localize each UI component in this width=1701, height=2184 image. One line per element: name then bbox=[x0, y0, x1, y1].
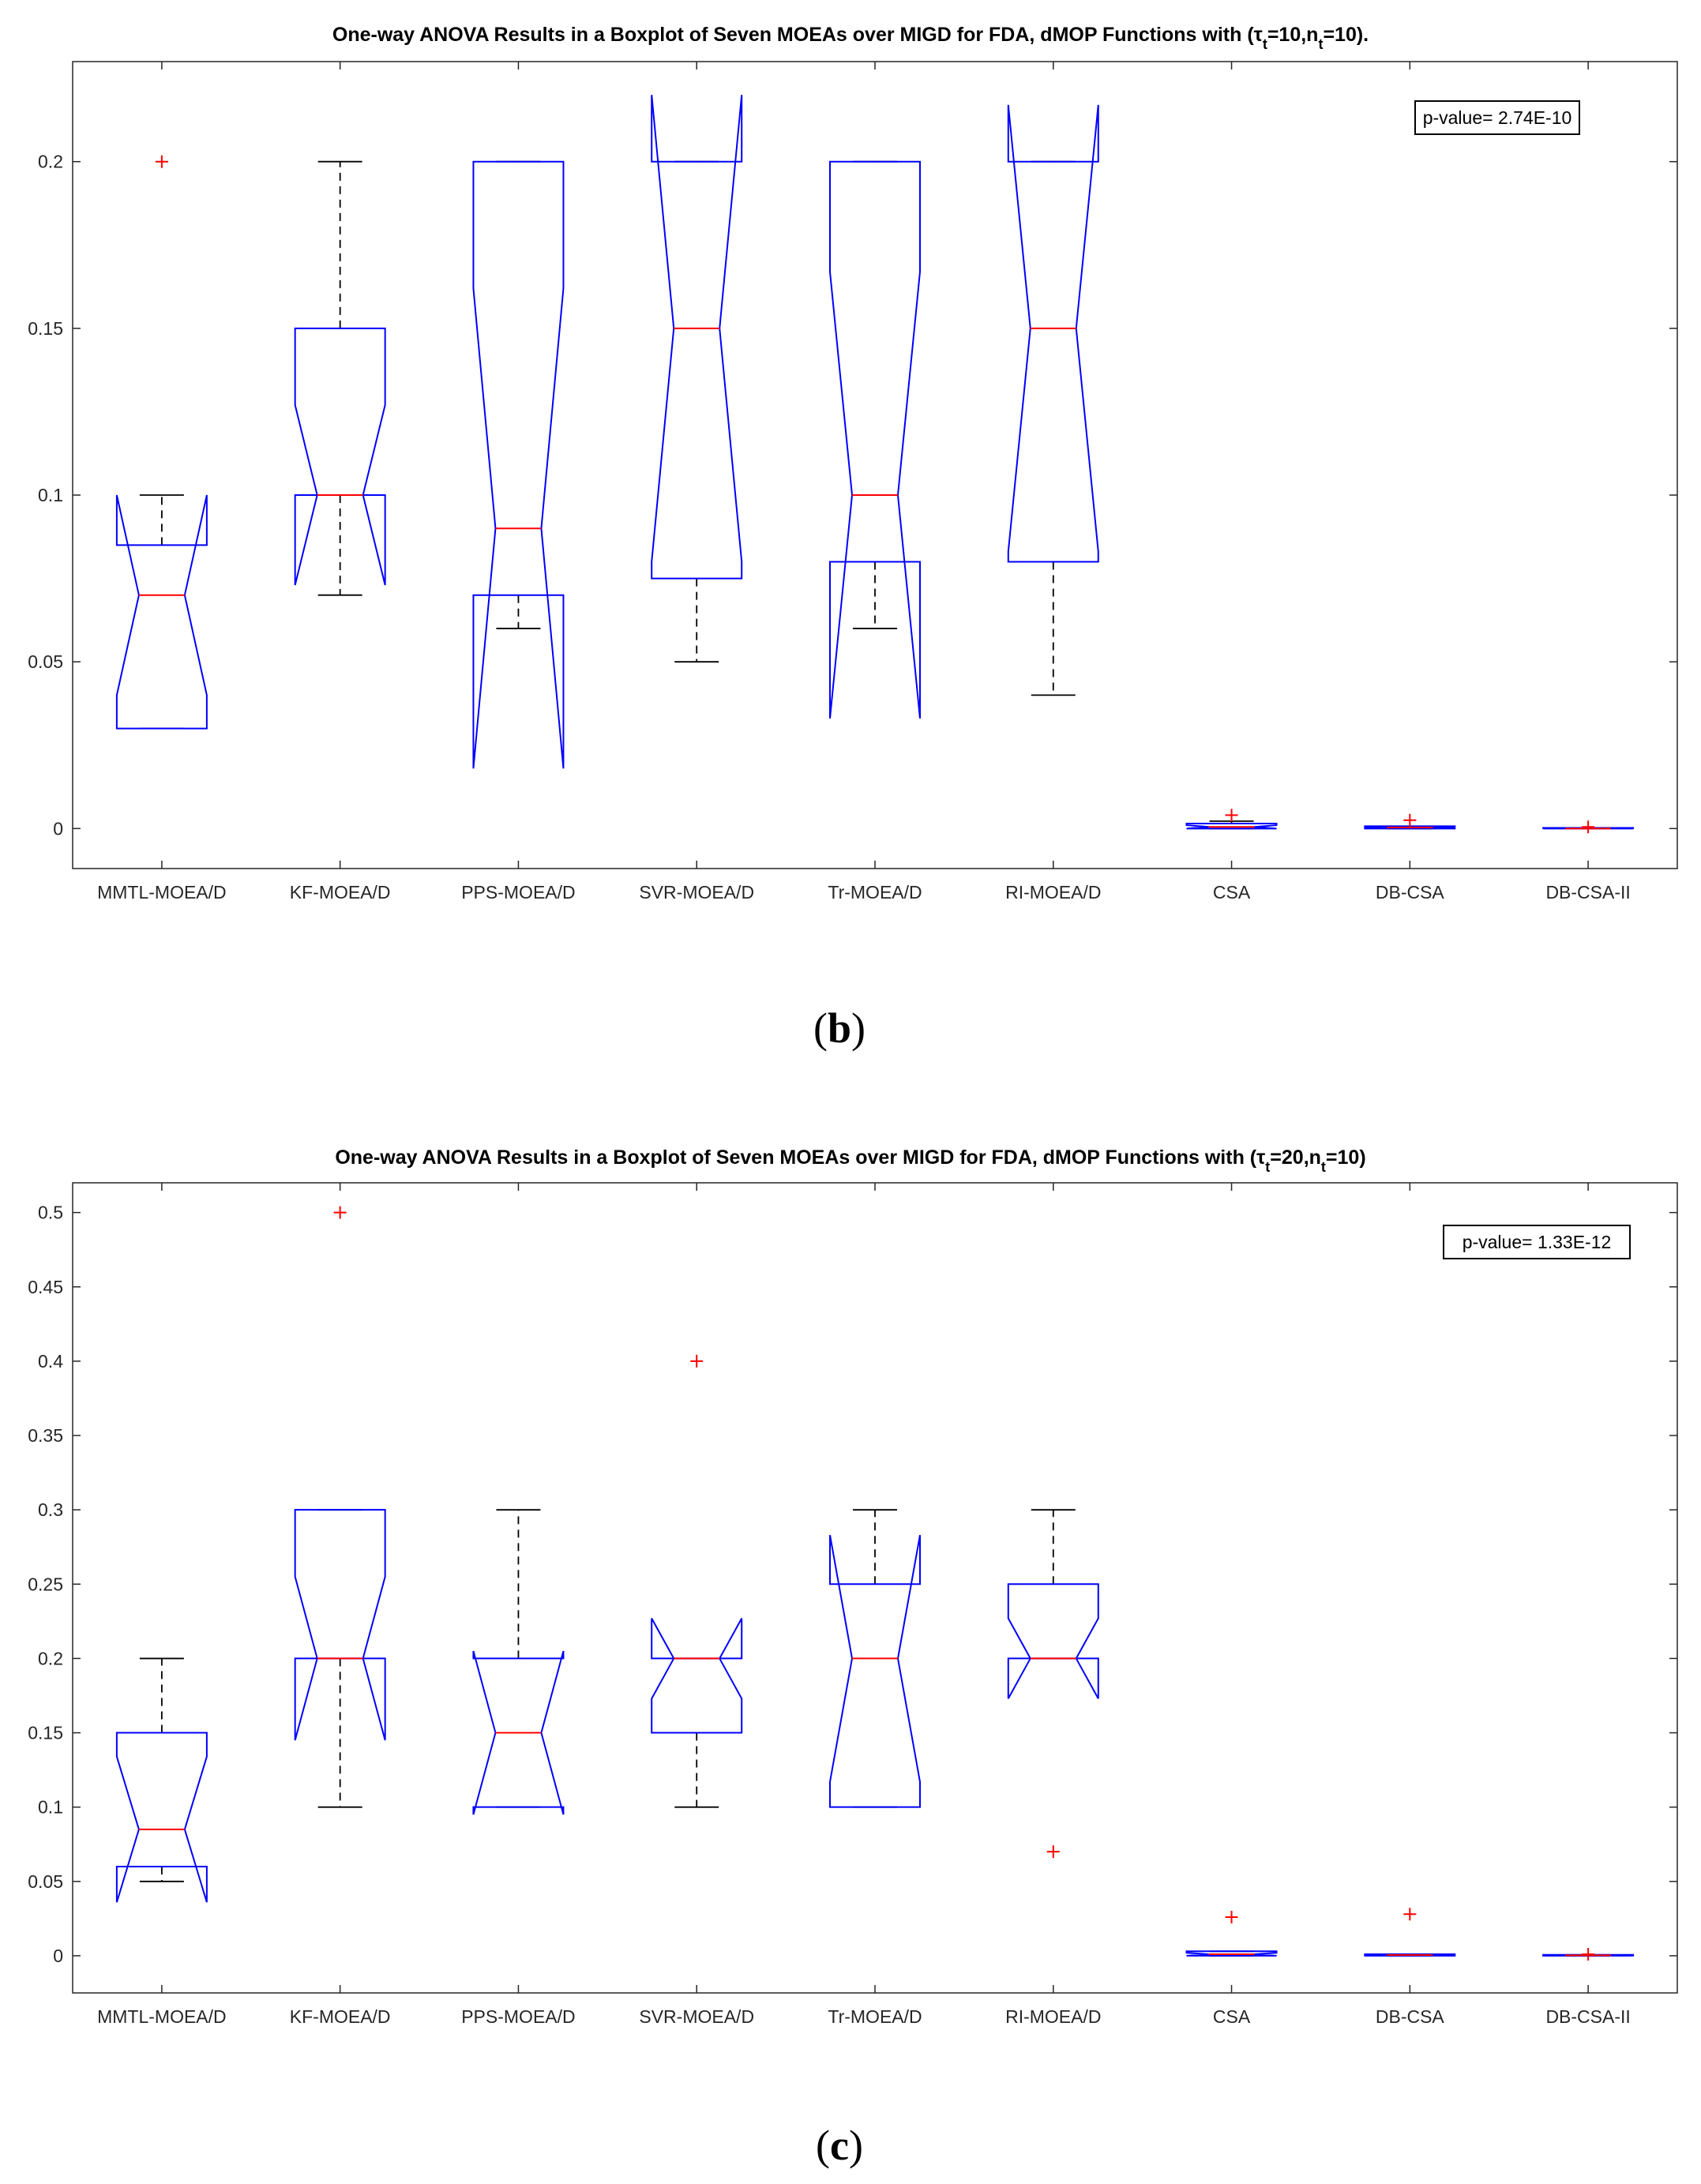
y-tick-label: 0.2 bbox=[38, 152, 63, 172]
y-tick-label: 0 bbox=[53, 1946, 63, 1966]
x-tick-label: KF-MOEA/D bbox=[290, 2006, 391, 2027]
x-tick-label: PPS-MOEA/D bbox=[461, 882, 575, 902]
outlier-marker bbox=[1046, 1845, 1060, 1859]
box bbox=[1364, 1953, 1456, 1957]
chart-title: One-way ANOVA Results in a Boxplot of Se… bbox=[332, 24, 1369, 52]
p-value-label: p-value= 1.33E-12 bbox=[1463, 1232, 1612, 1252]
x-tick-label: Tr-MOEA/D bbox=[828, 2006, 922, 2027]
p-value-label: p-value= 2.74E-10 bbox=[1423, 107, 1572, 128]
box bbox=[294, 1509, 386, 1741]
caption-c: (c) bbox=[816, 2122, 863, 2169]
outlier-marker bbox=[690, 1354, 704, 1368]
y-tick-label: 0.4 bbox=[38, 1351, 63, 1372]
x-tick-label: DB-CSA bbox=[1376, 882, 1445, 902]
outlier-marker bbox=[1403, 1908, 1417, 1921]
x-tick-label: MMTL-MOEA/D bbox=[97, 2006, 227, 2027]
y-tick-label: 0.45 bbox=[28, 1277, 63, 1297]
box bbox=[829, 160, 921, 719]
outlier-marker bbox=[333, 1206, 347, 1219]
box bbox=[1007, 1583, 1099, 1699]
box bbox=[1542, 827, 1635, 830]
y-tick-label: 0.1 bbox=[38, 485, 63, 505]
y-tick-label: 0 bbox=[53, 818, 63, 839]
box bbox=[115, 494, 208, 730]
x-tick-label: RI-MOEA/D bbox=[1005, 882, 1101, 902]
x-tick-label: DB-CSA-II bbox=[1545, 2006, 1630, 2027]
box bbox=[1007, 104, 1099, 563]
chart-b: One-way ANOVA Results in a Boxplot of Se… bbox=[28, 24, 1678, 902]
box bbox=[472, 160, 565, 769]
p-value-box bbox=[1414, 100, 1580, 135]
box bbox=[472, 1650, 565, 1815]
box bbox=[1364, 825, 1456, 830]
box bbox=[651, 95, 743, 580]
y-tick-label: 0.05 bbox=[28, 651, 63, 672]
y-tick-label: 0.5 bbox=[38, 1203, 63, 1223]
outlier-marker bbox=[155, 155, 168, 168]
y-tick-label: 0.3 bbox=[38, 1499, 63, 1520]
outlier-marker bbox=[1403, 813, 1417, 827]
outlier-marker bbox=[1582, 1948, 1595, 1961]
box bbox=[829, 1534, 921, 1808]
outlier-marker bbox=[1225, 809, 1238, 822]
x-tick-label: RI-MOEA/D bbox=[1005, 2006, 1101, 2027]
y-tick-label: 0.1 bbox=[38, 1797, 63, 1818]
x-tick-label: DB-CSA bbox=[1376, 2006, 1445, 2027]
box bbox=[294, 327, 386, 586]
x-tick-label: DB-CSA-II bbox=[1545, 882, 1630, 902]
y-tick-label: 0.2 bbox=[38, 1648, 63, 1668]
y-tick-label: 0.25 bbox=[28, 1574, 63, 1594]
x-tick-label: KF-MOEA/D bbox=[290, 882, 391, 902]
p-value-box bbox=[1443, 1225, 1631, 1259]
box bbox=[115, 1732, 208, 1903]
outlier-marker bbox=[1225, 1910, 1238, 1923]
x-tick-label: PPS-MOEA/D bbox=[461, 2006, 575, 2027]
y-tick-label: 0.05 bbox=[28, 1871, 63, 1892]
chart-c: One-way ANOVA Results in a Boxplot of Se… bbox=[28, 1146, 1678, 2027]
x-tick-label: MMTL-MOEA/D bbox=[97, 882, 227, 902]
outlier-marker bbox=[1582, 820, 1595, 834]
box bbox=[1185, 822, 1278, 830]
x-tick-label: SVR-MOEA/D bbox=[639, 2006, 754, 2027]
x-tick-label: CSA bbox=[1213, 882, 1251, 902]
x-tick-label: Tr-MOEA/D bbox=[828, 882, 922, 902]
x-tick-label: SVR-MOEA/D bbox=[639, 882, 754, 902]
chart-title: One-way ANOVA Results in a Boxplot of Se… bbox=[335, 1146, 1365, 1175]
axes-frame bbox=[72, 1182, 1678, 1994]
box bbox=[1542, 1953, 1635, 1957]
x-tick-label: CSA bbox=[1213, 2006, 1251, 2027]
axes-frame bbox=[72, 61, 1678, 869]
box bbox=[651, 1618, 743, 1734]
y-tick-label: 0.15 bbox=[28, 318, 63, 339]
y-tick-label: 0.35 bbox=[28, 1425, 63, 1446]
box bbox=[1185, 1950, 1278, 1957]
y-tick-label: 0.15 bbox=[28, 1723, 63, 1743]
caption-b: (b) bbox=[813, 1004, 866, 1052]
